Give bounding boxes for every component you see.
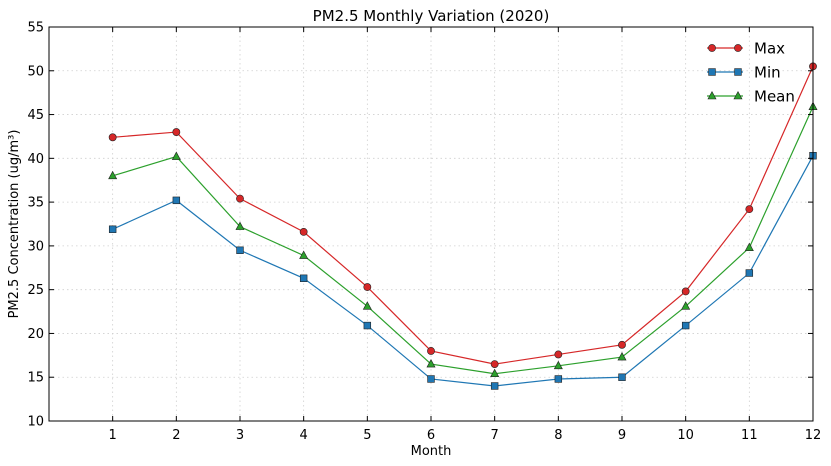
data-point-max <box>618 340 626 349</box>
x-tick-label: 1 <box>109 428 117 443</box>
data-point-min <box>745 269 754 277</box>
x-axis-title: Month <box>411 444 452 459</box>
legend-marker-min <box>734 68 742 76</box>
data-point-mean <box>553 360 563 370</box>
data-point-min <box>236 246 244 254</box>
series-layer <box>108 62 818 390</box>
y-tick-label: 55 <box>27 21 44 36</box>
x-tick-label: 5 <box>363 428 371 443</box>
data-point-mean <box>362 301 372 310</box>
y-tick-label: 10 <box>27 415 44 430</box>
data-point-min <box>299 274 308 282</box>
legend-label-min: Min <box>754 64 781 82</box>
series-line-max <box>112 66 814 365</box>
data-point-mean <box>744 242 754 251</box>
x-tick-label: 8 <box>554 428 562 443</box>
x-tick-label: 12 <box>805 428 822 443</box>
data-point-mean <box>617 352 627 361</box>
legend-marker-min <box>708 68 716 76</box>
data-point-mean <box>235 221 245 230</box>
y-tick-label: 20 <box>27 327 44 342</box>
x-tick-label: 2 <box>172 428 180 443</box>
data-point-min <box>172 196 181 205</box>
data-point-min <box>554 375 563 383</box>
y-axis-title: PM2.5 Concentration (ug/m³) <box>7 130 22 319</box>
data-point-max <box>236 194 244 203</box>
data-point-min <box>427 375 435 383</box>
legend-label-max: Max <box>754 40 785 58</box>
data-point-min <box>618 373 626 381</box>
y-tick-label: 25 <box>27 283 44 298</box>
legend-item-mean: Mean <box>707 88 795 106</box>
x-tick-label: 6 <box>427 428 435 443</box>
data-point-min <box>108 225 117 233</box>
series-max <box>108 62 817 368</box>
data-point-min <box>363 321 372 330</box>
x-tick-label: 3 <box>236 428 244 443</box>
x-tick-label: 7 <box>491 428 499 443</box>
legend-marker-mean <box>707 90 717 100</box>
x-tick-label: 10 <box>677 428 694 443</box>
x-tick-label: 11 <box>741 428 758 443</box>
data-point-min <box>681 321 690 330</box>
legend-item-min: Min <box>707 64 781 82</box>
series-line-mean <box>112 106 814 375</box>
legend-marker-max <box>734 44 742 52</box>
series-line-min <box>112 155 814 387</box>
y-tick-label: 40 <box>27 152 44 167</box>
data-point-max <box>554 350 563 359</box>
data-point-max <box>490 360 499 368</box>
data-point-max <box>745 205 754 214</box>
y-tick-label: 45 <box>27 108 44 123</box>
x-tick-label: 9 <box>618 428 626 443</box>
data-point-mean <box>681 301 691 310</box>
legend-item-max: Max <box>707 40 785 58</box>
y-tick-label: 15 <box>27 371 44 386</box>
series-mean <box>108 101 818 378</box>
data-point-min <box>490 382 499 390</box>
y-tick-label: 50 <box>27 64 44 79</box>
data-point-max <box>427 347 435 355</box>
data-point-mean <box>299 250 309 259</box>
chart-title: PM2.5 Monthly Variation (2020) <box>313 7 550 25</box>
y-tick-label: 35 <box>27 196 44 211</box>
x-tick-label: 4 <box>300 428 308 443</box>
data-point-max <box>299 227 308 236</box>
legend-marker-mean <box>733 90 743 100</box>
data-point-mean <box>490 368 500 378</box>
data-point-mean <box>108 170 118 180</box>
data-point-max <box>108 133 117 142</box>
legend-label-mean: Mean <box>754 88 795 106</box>
data-point-max <box>363 283 372 291</box>
data-point-max <box>681 287 690 296</box>
y-tick-label: 30 <box>27 239 44 254</box>
data-point-mean <box>426 359 436 368</box>
data-point-max <box>172 128 181 136</box>
legend: Max Min Mean <box>707 40 795 106</box>
legend-marker-max <box>708 44 716 52</box>
data-point-mean <box>171 151 181 160</box>
